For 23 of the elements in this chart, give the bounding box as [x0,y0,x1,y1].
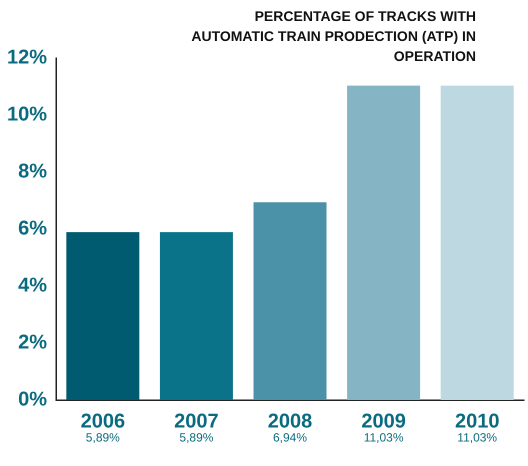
bar [160,232,233,400]
x-tick-label: 2006 [80,410,126,433]
data-label: 5,89% [86,430,120,444]
bar [254,202,327,400]
chart-title: PERCENTAGE OF TRACKS WITH AUTOMATIC TRAIN PRODECTION (ATP) IN OPERATION [190,7,476,66]
y-tick-label: 0% [18,388,48,411]
x-tick-label: 2007 [174,410,219,433]
y-tick-label: 4% [18,274,48,297]
y-tick-label: 6% [18,218,48,240]
y-tick-label: 12% [7,46,48,69]
data-label: 11,03% [457,430,498,444]
y-tick-label: 2% [18,332,48,354]
y-tick-label: 10% [7,104,48,126]
bar [66,232,140,400]
bar [347,86,420,400]
x-tick-label: 2008 [268,410,312,433]
data-label: 5,89% [179,430,214,444]
y-tick-label: 8% [18,160,48,183]
x-tick-label: 2010 [454,410,500,433]
data-label: 11,03% [364,430,404,444]
bar [440,86,514,400]
data-label: 6,94% [273,430,308,444]
x-tick-label: 2009 [361,410,406,433]
